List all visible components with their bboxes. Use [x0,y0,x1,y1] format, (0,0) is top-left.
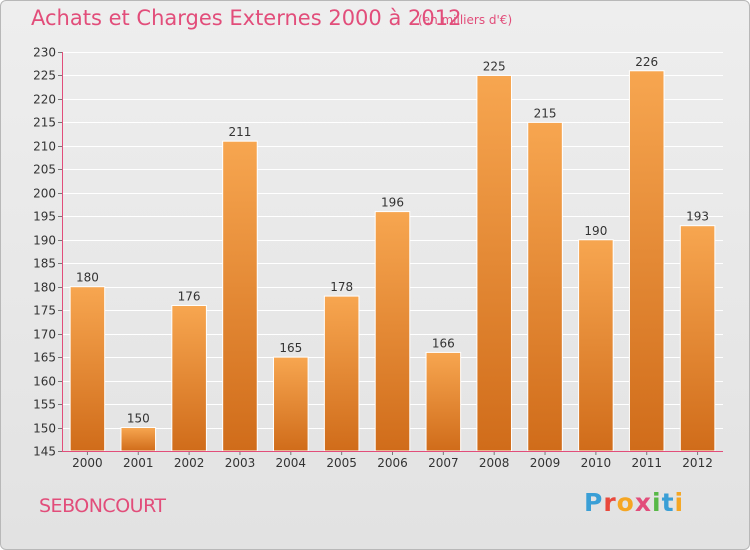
logo-letter: i [674,488,685,517]
bar [69,286,106,452]
x-tick-label: 2011 [631,456,662,470]
y-tick-label: 160 [33,375,56,389]
bar-value-label: 165 [279,341,302,355]
bar [628,70,665,452]
x-tick-label: 2009 [530,456,561,470]
bar [323,295,360,452]
y-tick-label: 165 [33,351,56,365]
bar-value-label: 180 [76,271,99,285]
bar-value-label: 225 [483,59,506,73]
y-tick-label: 200 [33,187,56,201]
bar [222,140,258,452]
bar-value-label: 196 [381,196,404,210]
logo-letter: o [616,488,635,517]
x-tick-label: 2002 [174,456,205,470]
bar [679,225,716,452]
bar [171,304,207,452]
chart-unit: (en milliers d'€) [418,13,513,27]
x-tick-label: 2000 [72,456,103,470]
y-tick-label: 225 [33,69,56,83]
y-tick-label: 205 [33,163,56,177]
axes [58,52,723,455]
bar-value-label: 226 [635,55,658,69]
x-tick-label: 2005 [326,456,357,470]
x-tick-label: 2004 [276,456,307,470]
logo-letter: t [661,488,675,517]
bar [527,121,563,452]
chart-title: Achats et Charges Externes 2000 à 2012 [31,6,462,30]
proxiti-logo[interactable]: Proxiti [584,488,684,517]
bar [578,239,614,452]
labels: 145 150 155 160 165 170 175 180 185 190 195 200 205 2… [33,46,713,471]
y-tick-label: 210 [33,140,56,154]
x-tick-label: 2010 [581,456,612,470]
y-tick-label: 170 [33,328,56,342]
bar-value-label: 178 [330,280,353,294]
x-tick-label: 2012 [682,456,713,470]
bar [374,211,411,452]
logo-letter: r [603,488,617,517]
y-tick-label: 155 [33,398,56,412]
commune-name: SEBONCOURT [39,495,166,517]
y-tick-label: 190 [33,234,56,248]
y-tick-label: 145 [33,445,56,459]
y-tick-label: 230 [33,46,56,60]
x-tick-label: 2007 [428,456,459,470]
bar-value-label: 166 [432,336,455,350]
bar-value-label: 211 [229,125,252,139]
y-tick-label: 175 [33,304,56,318]
bar-value-label: 176 [178,289,201,303]
y-tick-label: 215 [33,116,56,130]
y-tick-label: 150 [33,422,56,436]
bar-value-label: 150 [127,412,150,426]
bar [425,351,462,452]
logo-letter: i [652,488,662,517]
bar [476,74,512,452]
bar-value-label: 215 [534,106,557,120]
logo-letter: P [584,488,604,517]
logo-letter: x [634,488,652,517]
y-tick-label: 220 [33,93,56,107]
bar [120,427,157,452]
x-tick-label: 2003 [225,456,256,470]
bar [273,356,309,452]
x-tick-label: 2006 [377,456,408,470]
x-tick-label: 2008 [479,456,510,470]
x-tick-label: 2001 [123,456,154,470]
bar-value-label: 193 [686,210,709,224]
y-tick-label: 185 [33,257,56,271]
y-tick-label: 195 [33,210,56,224]
bars [69,70,716,452]
y-tick-label: 180 [33,281,56,295]
bar-value-label: 190 [584,224,607,238]
